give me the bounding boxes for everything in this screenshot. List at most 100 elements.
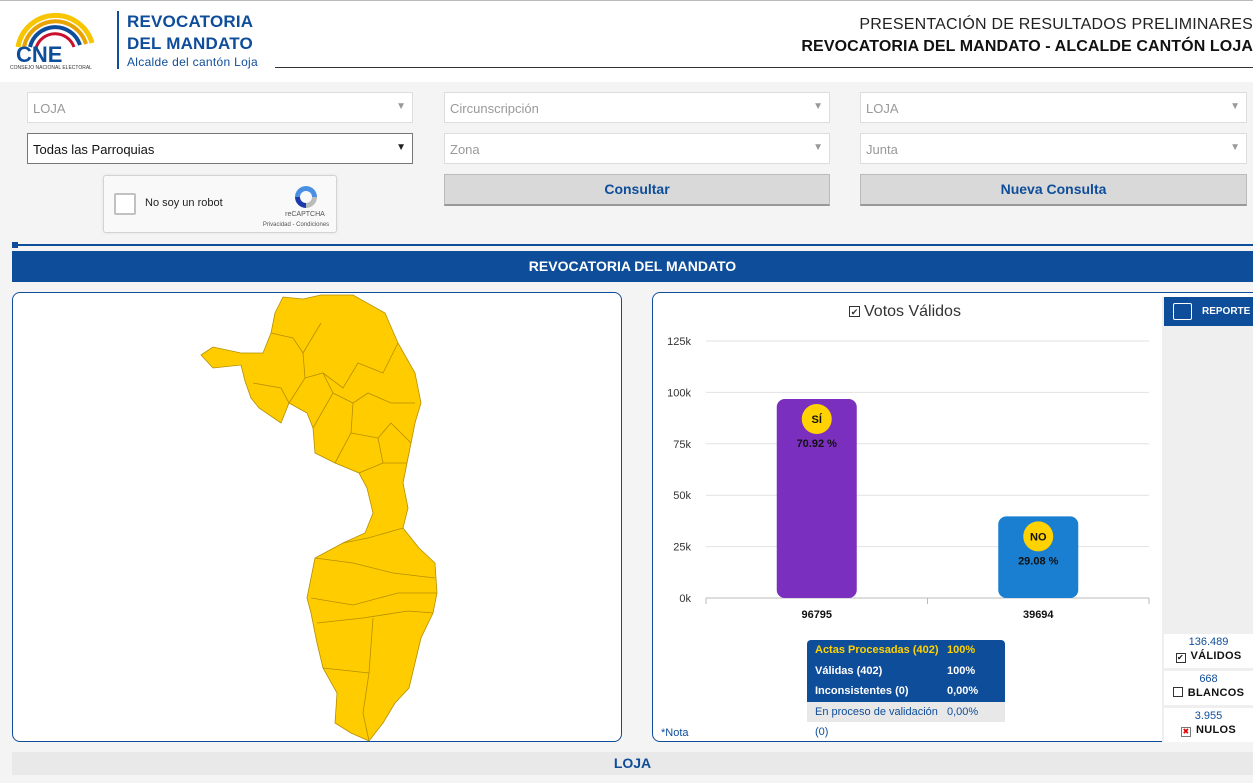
actas-label: Válidas (402) <box>815 664 883 677</box>
nueva-consulta-button[interactable]: Nueva Consulta <box>860 174 1247 206</box>
logo-text: CNE <box>16 42 62 67</box>
bar-category-label: NO <box>1030 531 1047 543</box>
map-border <box>270 322 322 354</box>
cne-logo: CNE CONSEJO NACIONAL ELECTORAL <box>10 12 95 71</box>
actas-row-procesadas: Actas Procesadas (402) 100% <box>807 640 1005 661</box>
recaptcha-links[interactable]: Privacidad - Condiciones <box>262 222 330 228</box>
header-title-1: PRESENTACIÓN DE RESULTADOS PRELIMINARES <box>859 16 1253 33</box>
blancos-row: BLANCOS <box>1164 686 1253 701</box>
recaptcha-icon <box>295 186 317 208</box>
provincia-select[interactable]: LOJA ▼ <box>27 92 413 123</box>
recaptcha-widget: No soy un robot reCAPTCHA Privacidad - C… <box>103 175 337 233</box>
actas-value: 0,00% <box>947 705 979 718</box>
chevron-down-icon: ▼ <box>813 101 823 112</box>
actas-value: 0,00% <box>947 685 979 697</box>
nulos-row: ✖ NULOS <box>1164 723 1253 738</box>
map-border <box>350 422 412 444</box>
consultar-button[interactable]: Consultar <box>444 174 830 206</box>
stat-blancos[interactable]: 668 BLANCOS <box>1164 671 1253 705</box>
header-titles: PRESENTACIÓN DE RESULTADOS PRELIMINARES … <box>801 15 1253 59</box>
brand: REVOCATORIA DEL MANDATO Alcalde del cant… <box>127 11 258 70</box>
actas-row-validas: Válidas (402) 100% <box>807 660 1005 681</box>
x-value-label: 96795 <box>801 609 832 621</box>
junta-select[interactable]: Junta ▼ <box>860 133 1247 164</box>
map-border <box>342 527 404 544</box>
map-border <box>316 610 434 624</box>
recaptcha-brand: reCAPTCHA <box>285 211 325 218</box>
parroquia-select[interactable]: Todas las Parroquias ▼ <box>27 133 413 164</box>
map-border <box>252 382 290 404</box>
junta-value: Junta <box>866 142 898 157</box>
map-border <box>310 592 437 606</box>
stat-nulos[interactable]: 3.955 ✖ NULOS <box>1164 708 1253 742</box>
checkbox-checked-icon[interactable]: ✔ <box>1175 653 1186 663</box>
validos-row: ✔ VÁLIDOS <box>1164 649 1253 664</box>
parroquia-value: Todas las Parroquias <box>33 142 155 157</box>
stat-validos[interactable]: 136.489 ✔ VÁLIDOS <box>1164 634 1253 668</box>
brand-line-3: Alcalde del cantón Loja <box>127 55 258 69</box>
circunscripcion-value: Circunscripción <box>450 101 539 116</box>
chevron-down-icon: ▼ <box>1230 101 1240 112</box>
provincia-value: LOJA <box>33 101 66 116</box>
circunscripcion-select[interactable]: Circunscripción ▼ <box>444 92 830 123</box>
bar-badge <box>1023 521 1054 552</box>
recaptcha-checkbox[interactable] <box>114 193 136 215</box>
blancos-count: 668 <box>1199 673 1218 685</box>
map-borders <box>252 322 437 741</box>
map-border <box>332 392 415 404</box>
header: CNE CONSEJO NACIONAL ELECTORAL REVOCATOR… <box>0 0 1253 82</box>
actas-value: 100% <box>947 644 976 656</box>
actas-value: 100% <box>947 664 976 677</box>
validos-label: VÁLIDOS <box>1190 650 1242 662</box>
header-rule <box>275 67 1253 68</box>
reporte-label: REPORTE <box>1202 306 1251 317</box>
y-tick-label: 50k <box>673 490 691 502</box>
bar-no <box>998 516 1079 598</box>
y-tick-label: 0k <box>679 593 691 605</box>
y-tick-label: 75k <box>673 439 691 451</box>
section-title: REVOCATORIA DEL MANDATO <box>12 251 1253 282</box>
bar-percent-label: 29.08 % <box>1018 555 1059 567</box>
brand-line-2: DEL MANDATO <box>127 34 253 53</box>
footer-location: LOJA <box>12 752 1253 775</box>
bar-category-label: SÍ <box>812 413 823 426</box>
zona-value: Zona <box>450 142 480 157</box>
bar-sí <box>776 398 857 598</box>
checkbox-crossed-icon[interactable]: ✖ <box>1181 727 1191 737</box>
logo-subtext: CONSEJO NACIONAL ELECTORAL <box>10 65 92 71</box>
validos-count: 136.489 <box>1188 636 1229 648</box>
map-border <box>314 557 436 579</box>
actas-label: En proceso de validación (0) <box>815 705 938 739</box>
canton-value: LOJA <box>866 101 899 116</box>
nota-link[interactable]: *Nota <box>661 727 689 739</box>
recaptcha-label: No soy un robot <box>145 197 223 209</box>
chart-title-text: Votos Válidos <box>864 303 961 320</box>
actas-table: Actas Procesadas (402) 100% Válidas (402… <box>807 640 1005 739</box>
bar-percent-label: 70.92 % <box>797 438 838 450</box>
canton-select[interactable]: LOJA ▼ <box>860 92 1247 123</box>
y-tick-label: 125k <box>667 336 691 348</box>
checkbox-empty-icon[interactable] <box>1172 687 1183 697</box>
x-value-label: 39694 <box>1023 609 1054 621</box>
chart-title: ✔ Votos Válidos <box>849 303 961 321</box>
map-regions[interactable] <box>200 294 438 741</box>
actas-label: Actas Procesadas (402) <box>815 644 939 656</box>
zona-select[interactable]: Zona ▼ <box>444 133 830 164</box>
chevron-down-icon: ▼ <box>1230 142 1240 153</box>
y-tick-label: 25k <box>673 542 691 554</box>
header-title-2: REVOCATORIA DEL MANDATO - ALCALDE CANTÓN… <box>801 38 1253 55</box>
map-border <box>322 667 370 674</box>
checkbox-checked-icon[interactable]: ✔ <box>849 306 860 317</box>
actas-row-inconsistentes: Inconsistentes (0) 0,00% <box>807 681 1005 702</box>
reporte-button[interactable]: REPORTE <box>1164 297 1253 326</box>
chevron-down-icon: ▼ <box>813 142 823 153</box>
section-rule <box>13 244 1253 246</box>
chevron-down-icon: ▼ <box>396 101 406 112</box>
y-tick-label: 100k <box>667 387 691 399</box>
votos-validos-chart: 0k 25k 50k 75k 100k 125k SÍ 70.92 % 96795 NO 29.08… <box>667 336 1150 621</box>
chevron-down-icon: ▼ <box>396 142 406 153</box>
map-border <box>362 617 374 741</box>
loja-parroquias-map[interactable] <box>193 293 463 742</box>
blancos-label: BLANCOS <box>1187 687 1245 699</box>
